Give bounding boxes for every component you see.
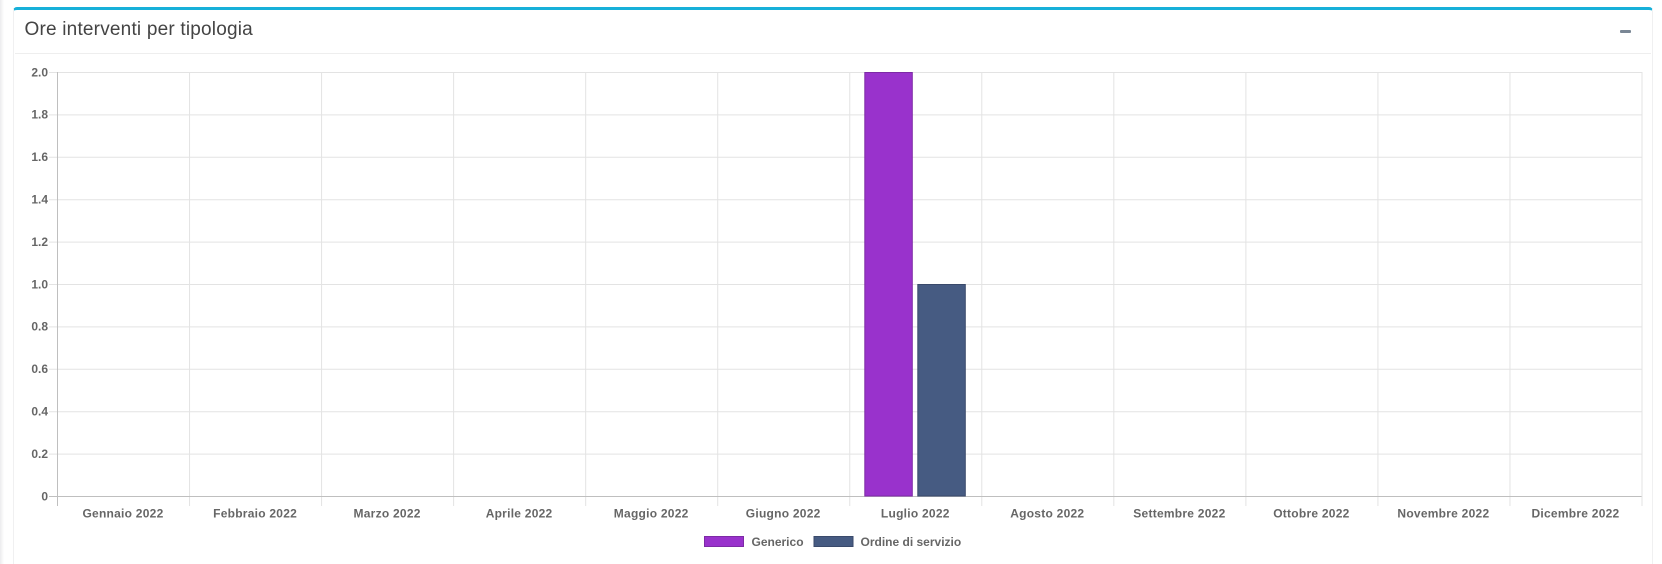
svg-text:1.2: 1.2 [31,235,48,249]
svg-text:Luglio 2022: Luglio 2022 [881,507,950,521]
svg-text:0.2: 0.2 [31,447,48,461]
svg-text:Giugno 2022: Giugno 2022 [746,507,821,521]
svg-text:0: 0 [41,489,48,503]
svg-text:Ottobre 2022: Ottobre 2022 [1273,507,1349,521]
svg-text:2.0: 2.0 [31,65,48,79]
svg-text:Aprile 2022: Aprile 2022 [486,507,553,521]
svg-text:Generico: Generico [752,535,804,549]
svg-text:Agosto 2022: Agosto 2022 [1010,507,1084,521]
svg-text:1.4: 1.4 [31,193,48,207]
svg-text:1.0: 1.0 [31,277,48,291]
svg-text:Gennaio 2022: Gennaio 2022 [82,507,163,521]
svg-text:Ordine di servizio: Ordine di servizio [861,535,962,549]
svg-text:0.8: 0.8 [31,320,48,334]
svg-text:Settembre 2022: Settembre 2022 [1133,507,1225,521]
svg-text:Maggio 2022: Maggio 2022 [614,507,689,521]
svg-text:Dicembre 2022: Dicembre 2022 [1532,507,1620,521]
svg-text:0.4: 0.4 [31,405,48,419]
svg-text:Novembre 2022: Novembre 2022 [1397,507,1489,521]
svg-text:Febbraio 2022: Febbraio 2022 [213,507,297,521]
svg-text:1.8: 1.8 [31,108,48,122]
svg-text:0.6: 0.6 [31,362,48,376]
svg-text:Marzo 2022: Marzo 2022 [353,507,420,521]
svg-text:1.6: 1.6 [31,150,48,164]
